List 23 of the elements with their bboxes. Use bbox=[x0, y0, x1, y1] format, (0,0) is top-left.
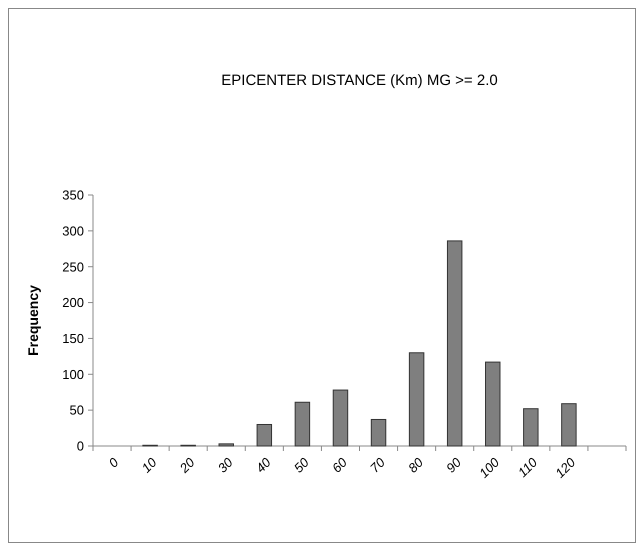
y-tick-label: 300 bbox=[62, 223, 84, 238]
x-tick-label: 60 bbox=[328, 454, 350, 476]
y-tick-label: 0 bbox=[76, 438, 84, 454]
x-tick-label: 10 bbox=[138, 454, 160, 476]
x-tick-label: 50 bbox=[290, 454, 312, 476]
x-tick-label: 110 bbox=[514, 454, 541, 480]
y-axis-title: Frequency bbox=[25, 284, 41, 356]
y-tick-label: 100 bbox=[62, 366, 84, 382]
y-tick-label: 200 bbox=[62, 295, 84, 310]
y-tick-label: 50 bbox=[70, 402, 84, 418]
x-tick-label: 40 bbox=[252, 454, 274, 476]
y-tick-label: 250 bbox=[62, 259, 84, 274]
x-tick-label: 0 bbox=[106, 454, 122, 470]
y-tick-label: 150 bbox=[62, 330, 84, 346]
x-tick-label: 20 bbox=[176, 454, 198, 476]
x-tick-label: 70 bbox=[367, 454, 388, 476]
y-tick-label: 350 bbox=[62, 188, 84, 203]
x-tick-label: 120 bbox=[552, 454, 579, 481]
chart-title: EPICENTER DISTANCE (Km) MG >= 2.0 bbox=[221, 72, 498, 89]
x-tick-label: 80 bbox=[405, 454, 426, 476]
x-tick-label: 90 bbox=[443, 454, 465, 476]
x-tick-label: 30 bbox=[214, 454, 236, 476]
x-tick-label: 100 bbox=[476, 454, 503, 481]
